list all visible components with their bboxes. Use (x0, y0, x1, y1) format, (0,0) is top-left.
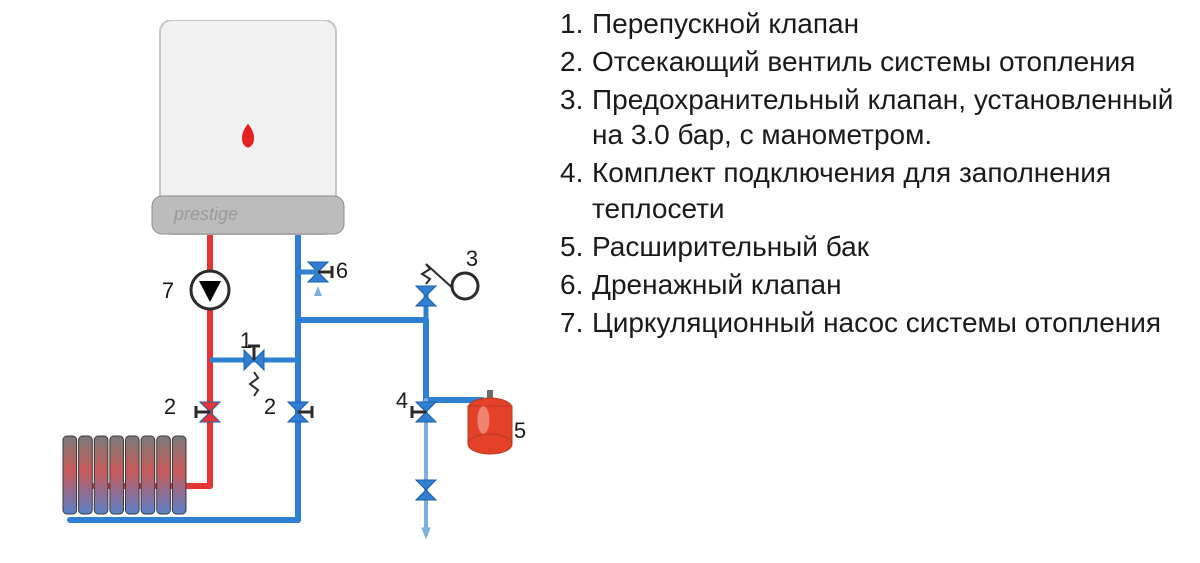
legend-item: 5. Расширительный бак (560, 229, 1200, 265)
callout-number: 2 (164, 394, 176, 419)
legend-number: 4. (560, 155, 592, 227)
legend-number: 2. (560, 44, 592, 80)
piping-schematic: prestige 7 1 2 2 6 3 4 5 (30, 20, 550, 540)
callout-number: 4 (396, 388, 408, 413)
legend-number: 1. (560, 6, 592, 42)
highlight (477, 406, 489, 434)
callout-number: 5 (514, 418, 526, 443)
legend-item: 6. Дренажный клапан (560, 267, 1200, 303)
pressure-gauge (452, 273, 478, 299)
callout-number: 7 (162, 278, 174, 303)
spring-icon (250, 372, 258, 396)
safety-valve (416, 286, 436, 306)
legend-number: 6. (560, 267, 592, 303)
legend-text: Отсекающий вентиль системы отопления (592, 44, 1135, 80)
legend-item: 3. Предохранительный клапан, установленн… (560, 82, 1200, 154)
boiler-brand-label: prestige (173, 204, 238, 224)
radiator (63, 436, 186, 514)
callout-number: 2 (264, 394, 276, 419)
figure-container: prestige 7 1 2 2 6 3 4 5 1. Перепускной клапан2.… (0, 0, 1200, 563)
expansion-tank (468, 434, 512, 454)
legend-item: 7. Циркуляционный насос системы отоплени… (560, 305, 1200, 341)
legend-text: Перепускной клапан (592, 6, 859, 42)
legend-number: 5. (560, 229, 592, 265)
legend-text: Предохранительный клапан, установленный … (592, 82, 1200, 154)
callout-number: 3 (466, 246, 478, 271)
callout-number: 6 (336, 258, 348, 283)
fill-valve-lower (416, 480, 436, 500)
legend-text: Расширительный бак (592, 229, 869, 265)
legend-item: 2. Отсекающий вентиль системы отопления (560, 44, 1200, 80)
drip-icon (314, 286, 322, 296)
legend-number: 3. (560, 82, 592, 154)
legend-text: Комплект подключения для заполнения тепл… (592, 155, 1200, 227)
legend-item: 4. Комплект подключения для заполнения т… (560, 155, 1200, 227)
boiler-unit: prestige (152, 20, 344, 234)
legend-item: 1. Перепускной клапан (560, 6, 1200, 42)
drip-icon (422, 528, 430, 538)
legend-text: Циркуляционный насос системы отопления (592, 305, 1161, 341)
legend-text: Дренажный клапан (592, 267, 842, 303)
callout-number: 1 (240, 328, 252, 353)
legend-list: 1. Перепускной клапан2. Отсекающий венти… (560, 6, 1200, 342)
legend-number: 7. (560, 305, 592, 341)
